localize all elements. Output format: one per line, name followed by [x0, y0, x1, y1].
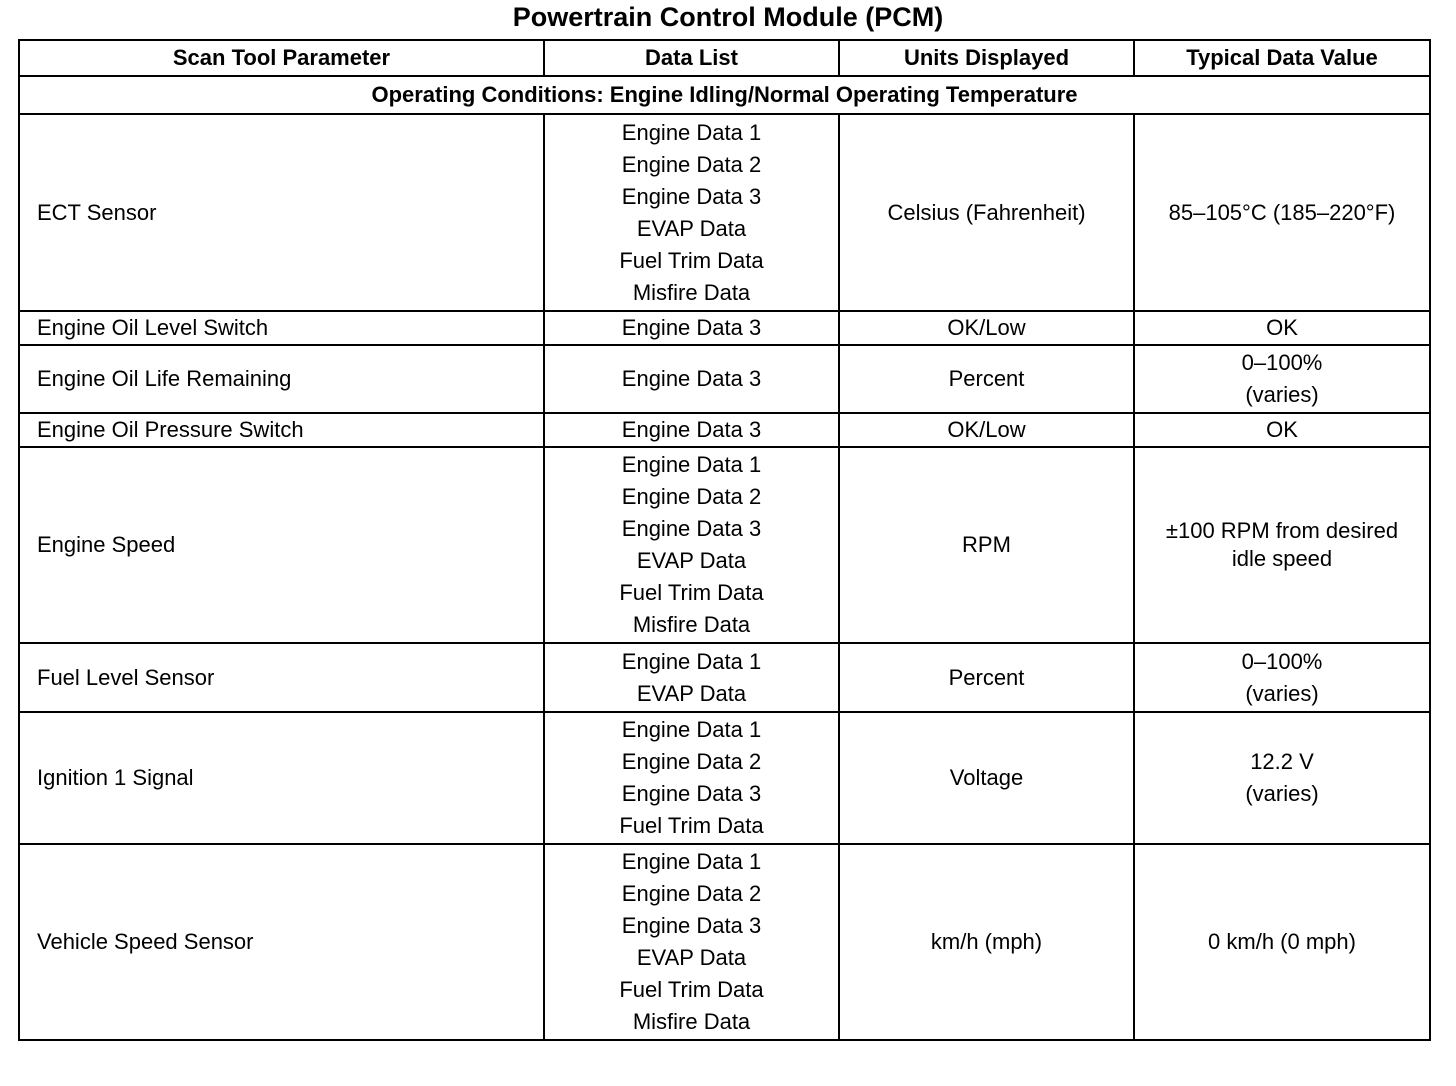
table-row: Engine Oil Pressure Switch Engine Data 3 O… [18, 412, 1431, 448]
table-row: Fuel Level Sensor Engine Data 1 EVAP Data P… [18, 642, 1431, 713]
column-header: Units Displayed [838, 39, 1135, 77]
typical-value-cell: OK [1133, 412, 1431, 448]
data-list-cell: Engine Data 1 Engine Data 2 Engine Data 3 F… [543, 711, 840, 845]
data-list-item: Engine Data 2 [621, 484, 762, 509]
data-list-cell: Engine Data 3 [543, 412, 840, 448]
typical-value-line: OK [1266, 417, 1298, 442]
parameter-cell: Vehicle Speed Sensor [18, 843, 545, 1041]
typical-value-line: (varies) [1245, 781, 1319, 806]
parameter-cell: Engine Oil Pressure Switch [18, 412, 545, 448]
units-cell: OK/Low [838, 310, 1135, 346]
parameter-cell: Engine Oil Life Remaining [18, 344, 545, 414]
data-list-item: Engine Data 3 [621, 366, 762, 391]
data-list-item: Engine Data 3 [621, 183, 762, 209]
title: Powertrain Control Module (PCM) [512, 2, 944, 32]
data-list-cell: Engine Data 1 Engine Data 2 Engine Data 3 E… [543, 113, 840, 312]
units-cell: Percent [838, 344, 1135, 414]
typical-value-line: (varies) [1245, 382, 1319, 407]
typical-value-line: 12.2 V [1250, 749, 1314, 774]
data-list-item: EVAP Data [636, 548, 747, 573]
parameter-cell: Engine Oil Level Switch [18, 310, 545, 346]
table-row: Engine Speed Engine Data 1 Engine Data 2 En… [18, 446, 1431, 644]
table-row: Engine Oil Life Remaining Engine Data 3 Pe… [18, 344, 1431, 414]
data-list-item: Engine Data 3 [621, 913, 762, 938]
data-list-item: Engine Data 1 [621, 717, 762, 742]
parameter-cell: Fuel Level Sensor [18, 642, 545, 713]
data-table: Scan Tool Parameter Data List Units Displa… [18, 39, 1431, 1041]
table-row: Vehicle Speed Sensor Engine Data 1 Engine … [18, 843, 1431, 1041]
typical-value-line: OK [1266, 315, 1298, 340]
column-header: Typical Data Value [1133, 39, 1431, 77]
data-list-cell: Engine Data 1 Engine Data 2 Engine Data 3 E… [543, 843, 840, 1041]
typical-value-line: 0–100% [1241, 648, 1323, 674]
units-cell: Celsius (Fahrenheit) [838, 113, 1135, 312]
data-list-item: Engine Data 3 [621, 315, 762, 340]
typical-value-cell: 0–100% (varies) [1133, 642, 1431, 713]
data-list-item: Engine Data 3 [621, 516, 762, 541]
data-list-item: Engine Data 2 [621, 151, 762, 177]
units-cell: Percent [838, 642, 1135, 713]
typical-value-cell: 85–105°C (185–220°F) [1133, 113, 1431, 312]
data-list-item: Misfire Data [632, 279, 751, 305]
data-list-item: Fuel Trim Data [619, 247, 764, 273]
units-cell: Voltage [838, 711, 1135, 845]
units-cell: RPM [838, 446, 1135, 644]
data-list-item: Engine Data 1 [621, 849, 762, 874]
typical-value-line: (varies) [1245, 680, 1319, 706]
data-list-item: Engine Data 1 [621, 119, 762, 145]
typical-value-line: 0–100% [1241, 350, 1323, 375]
data-list-item: Engine Data 3 [621, 417, 762, 442]
data-list-item: Engine Data 1 [621, 452, 762, 477]
data-list-item: Fuel Trim Data [619, 813, 764, 838]
data-list-cell: Engine Data 3 [543, 344, 840, 414]
data-list-item: EVAP Data [636, 215, 747, 241]
units-cell: km/h (mph) [838, 843, 1135, 1041]
data-list-item: EVAP Data [636, 945, 747, 970]
typical-value-cell: ±100 RPM from desired idle speed [1133, 446, 1431, 644]
section-row: Operating Conditions: Engine Idling/Norm… [18, 75, 1431, 115]
column-header: Scan Tool Parameter [18, 39, 545, 77]
data-list-cell: Engine Data 3 [543, 310, 840, 346]
data-list-item: Engine Data 3 [621, 781, 762, 806]
data-list-item: Engine Data 2 [621, 881, 762, 906]
typical-value-line: 0 km/h (0 mph) [1208, 929, 1356, 954]
typical-value-cell: 12.2 V (varies) [1133, 711, 1431, 845]
parameter-cell: ECT Sensor [18, 113, 545, 312]
column-header: Data List [543, 39, 840, 77]
typical-value-cell: 0 km/h (0 mph) [1133, 843, 1431, 1041]
data-list-item: Engine Data 1 [621, 648, 762, 674]
data-list-item: Misfire Data [632, 1009, 751, 1034]
header-row: Scan Tool Parameter Data List Units Displa… [18, 39, 1431, 77]
table-row: Engine Oil Level Switch Engine Data 3 OK/L… [18, 310, 1431, 346]
parameter-cell: Ignition 1 Signal [18, 711, 545, 845]
data-list-item: Engine Data 2 [621, 749, 762, 774]
typical-value-line: ±100 RPM from desired idle speed [1165, 518, 1399, 571]
data-list-cell: Engine Data 1 EVAP Data [543, 642, 840, 713]
typical-value-line: 85–105°C (185–220°F) [1168, 199, 1396, 225]
typical-value-cell: 0–100% (varies) [1133, 344, 1431, 414]
table-row: Ignition 1 Signal Engine Data 1 Engine Dat… [18, 711, 1431, 845]
table-row: ECT Sensor Engine Data 1 Engine Data 2 Engi… [18, 113, 1431, 312]
data-list-item: Misfire Data [632, 612, 751, 637]
typical-value-cell: OK [1133, 310, 1431, 346]
data-list-item: Fuel Trim Data [619, 977, 764, 1002]
data-list-item: EVAP Data [636, 680, 747, 706]
data-list-cell: Engine Data 1 Engine Data 2 Engine Data 3 E… [543, 446, 840, 644]
parameter-cell: Engine Speed [18, 446, 545, 644]
section-label: Operating Conditions: Engine Idling/Norm… [18, 75, 1431, 115]
data-list-item: Fuel Trim Data [619, 580, 764, 605]
units-cell: OK/Low [838, 412, 1135, 448]
